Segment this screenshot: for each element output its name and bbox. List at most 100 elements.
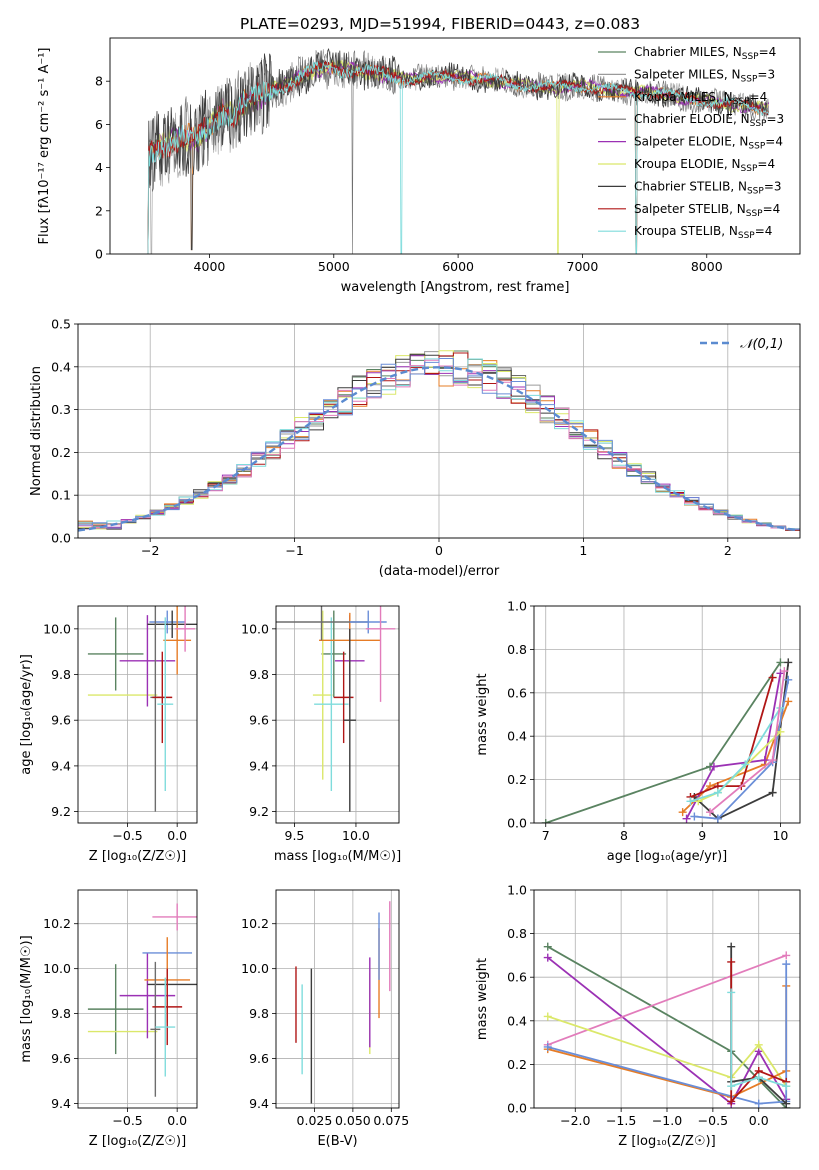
x-axis-label: Z [log₁₀(Z/Z☉)] bbox=[618, 1134, 715, 1149]
x-tick-label: −0.5 bbox=[112, 1113, 142, 1128]
axes-frame bbox=[109, 37, 801, 255]
y-tick-label: 0.5 bbox=[51, 317, 71, 332]
grid bbox=[534, 889, 800, 1109]
x-axis-label: Z [log₁₀(Z/Z☉)] bbox=[89, 849, 186, 864]
ticks: 4000 5000 6000 7000 8000 0 2 4 6 8 bbox=[95, 74, 723, 274]
x-tick-label: 7 bbox=[542, 828, 550, 843]
data-marker bbox=[782, 960, 791, 969]
y-tick-label: 1.0 bbox=[507, 599, 527, 614]
legend-label: Chabrier STELIB, NSSP=3 bbox=[634, 179, 782, 196]
y-tick-label: 9.8 bbox=[51, 1006, 71, 1021]
y-tick-label: 4 bbox=[95, 160, 103, 175]
mass-vs-ebv-panel: 0.025 0.050 0.075 9.4 9.6 9.8 10.0 10.2 E(B-V) bbox=[241, 889, 409, 1149]
y-tick-label: 9.8 bbox=[249, 1006, 269, 1021]
mass-weight-series-0 bbox=[545, 661, 782, 823]
errorbar-point bbox=[314, 617, 349, 792]
grid bbox=[78, 606, 197, 823]
errorbar-point bbox=[163, 606, 192, 675]
data-marker bbox=[709, 762, 718, 771]
age-vs-metallicity-panel: −0.5 0.0 9.2 9.4 9.6 9.8 10.0 Z [log₁₀(Z/Z☉)] ag… bbox=[19, 605, 198, 864]
legend-label: Kroupa STELIB, NSSP=4 bbox=[634, 224, 772, 241]
legend-label: Chabrier ELODIE, NSSP=3 bbox=[634, 112, 784, 129]
data-marker bbox=[782, 1099, 791, 1108]
axes-frame bbox=[77, 605, 198, 824]
x-axis-label: mass [log₁₀(M/M☉)] bbox=[274, 849, 401, 864]
mass-weight-vs-metallicity-panel: −2.0 −1.5 −1.0 −0.5 0.0 0.0 0.2 0.4 0.6 0.8 1.0 Z [… bbox=[475, 883, 801, 1149]
data-marker bbox=[543, 1012, 552, 1021]
data-marker bbox=[727, 942, 736, 951]
plot-area bbox=[295, 901, 391, 1104]
histogram-step-9 bbox=[78, 359, 800, 530]
y-tick-label: 0.4 bbox=[51, 359, 71, 374]
mass-weight-series-7 bbox=[690, 707, 782, 803]
grid bbox=[276, 606, 399, 823]
y-axis-label: Normed distribution bbox=[29, 366, 44, 496]
legend-label: Chabrier MILES, NSSP=4 bbox=[634, 45, 776, 62]
y-tick-label: 0.6 bbox=[507, 685, 527, 700]
x-tick-label: 9.5 bbox=[285, 828, 305, 843]
y-tick-label: 0.0 bbox=[507, 816, 527, 831]
histogram-legend: 𝒩(0,1) bbox=[700, 337, 783, 352]
y-tick-label: 0.4 bbox=[507, 1013, 527, 1028]
x-tick-label: 9 bbox=[698, 828, 706, 843]
y-tick-label: 0.8 bbox=[507, 642, 527, 657]
x-axis-label: age [log₁₀(age/yr)] bbox=[607, 849, 728, 864]
data-marker bbox=[754, 1099, 763, 1108]
data-marker bbox=[768, 788, 777, 797]
data-marker bbox=[754, 1073, 763, 1082]
x-tick-label: 5000 bbox=[318, 259, 350, 274]
mass-weight-series-1 bbox=[547, 956, 787, 1105]
y-tick-label: 9.6 bbox=[51, 1051, 71, 1066]
data-marker bbox=[713, 814, 722, 823]
x-tick-label: −1.5 bbox=[606, 1113, 636, 1128]
ticks: 9.5 10.0 9.2 9.4 9.6 9.8 10.0 bbox=[241, 621, 370, 843]
y-tick-label: 0.2 bbox=[51, 445, 71, 460]
errorbar-point bbox=[321, 610, 347, 698]
x-tick-label: −1 bbox=[285, 543, 303, 558]
spectrum-panel: 4000 5000 6000 7000 8000 0 2 4 6 8 wavelength [Ang… bbox=[37, 37, 801, 295]
legend-label: Salpeter MILES, NSSP=3 bbox=[634, 67, 775, 84]
histogram-step-10 bbox=[78, 358, 800, 530]
data-marker bbox=[741, 760, 750, 769]
data-marker bbox=[784, 697, 793, 706]
y-axis-label: age [log₁₀(age/yr)] bbox=[19, 654, 34, 775]
ticks: −0.5 0.0 9.4 9.6 9.8 10.0 10.2 bbox=[43, 916, 187, 1128]
x-tick-label: −0.5 bbox=[698, 1113, 728, 1128]
x-tick-label: 6000 bbox=[442, 259, 474, 274]
data-marker bbox=[713, 788, 722, 797]
y-tick-label: 9.4 bbox=[249, 758, 269, 773]
x-tick-label: 0.050 bbox=[335, 1113, 371, 1128]
normal-curve bbox=[78, 366, 798, 532]
y-tick-label: 10.2 bbox=[241, 916, 269, 931]
x-tick-label: 1 bbox=[579, 543, 587, 558]
x-tick-label: −1.0 bbox=[652, 1113, 682, 1128]
y-tick-label: 10.0 bbox=[43, 961, 71, 976]
y-tick-label: 9.4 bbox=[249, 1096, 269, 1111]
mass-weight-vs-age-panel: 7 8 9 10 0.0 0.2 0.4 0.6 0.8 1.0 age [log₁₀(age/yr… bbox=[475, 599, 801, 864]
legend-label: Salpeter STELIB, NSSP=4 bbox=[634, 202, 780, 219]
plot-area bbox=[147, 48, 770, 254]
x-tick-label: −0.5 bbox=[112, 828, 142, 843]
y-tick-label: 9.6 bbox=[249, 1051, 269, 1066]
y-tick-label: 0 bbox=[95, 247, 103, 262]
mass-vs-metallicity-panel: −0.5 0.0 9.4 9.6 9.8 10.0 10.2 Z [log₁₀(Z/Z☉)] m… bbox=[19, 889, 198, 1149]
data-marker bbox=[784, 675, 793, 684]
data-marker bbox=[690, 812, 699, 821]
x-tick-label: 8000 bbox=[691, 259, 723, 274]
y-axis-label: mass [log₁₀(M/M☉)] bbox=[19, 935, 34, 1062]
x-axis-label: (data-model)/error bbox=[379, 564, 500, 579]
y-tick-label: 0.8 bbox=[507, 926, 527, 941]
ticks: 0.025 0.050 0.075 9.4 9.6 9.8 10.0 10.2 bbox=[241, 916, 409, 1128]
spectrum-line-8 bbox=[147, 61, 770, 254]
data-marker bbox=[760, 756, 769, 765]
ticks: −2 −1 0 1 2 0.0 0.1 0.2 0.3 0.4 0.5 bbox=[51, 317, 732, 559]
x-axis-label: wavelength [Angstrom, rest frame] bbox=[341, 280, 570, 295]
y-tick-label: 0.6 bbox=[507, 970, 527, 985]
figure-title: PLATE=0293, MJD=51994, FIBERID=0443, z=0… bbox=[240, 15, 640, 33]
y-tick-label: 0.0 bbox=[51, 531, 71, 546]
y-tick-label: 9.4 bbox=[51, 1096, 71, 1111]
x-tick-label: 8 bbox=[620, 828, 628, 843]
axes-frame bbox=[77, 323, 801, 539]
y-tick-label: 0.0 bbox=[507, 1101, 527, 1116]
spectrum-line-6 bbox=[147, 48, 769, 254]
